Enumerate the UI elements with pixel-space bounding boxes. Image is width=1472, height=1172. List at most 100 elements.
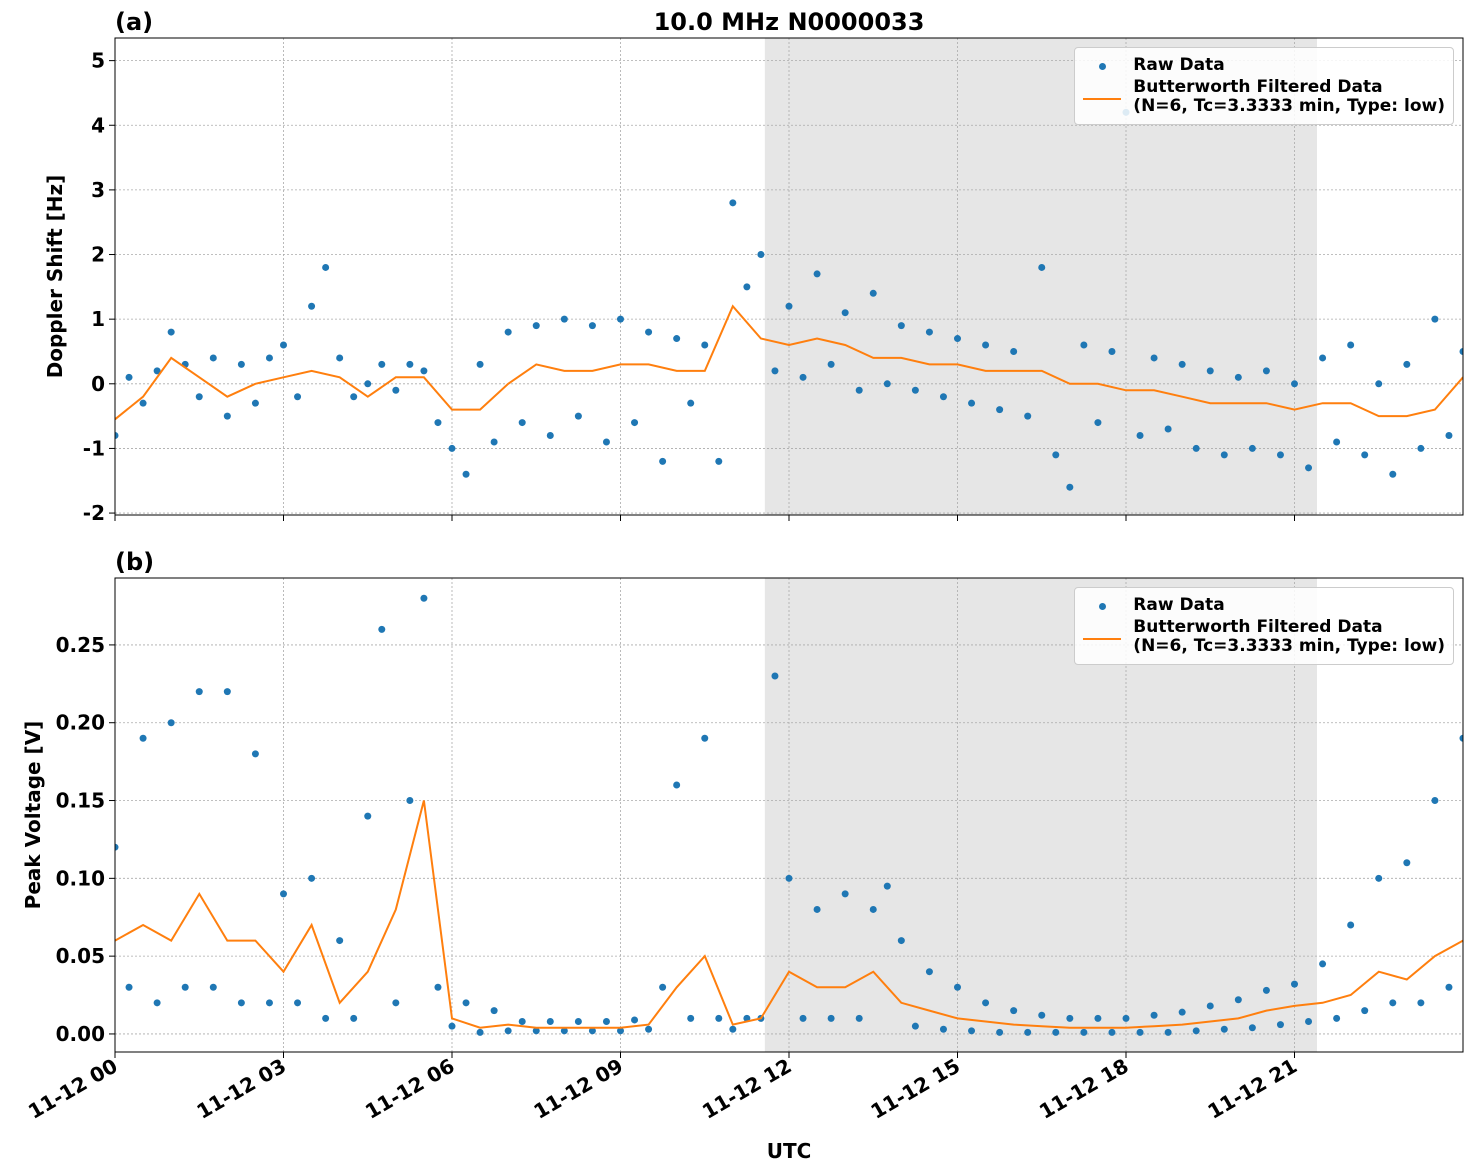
x-tick-label: 11-12 12 — [698, 1054, 796, 1124]
raw-point — [560, 315, 568, 323]
raw-point — [139, 399, 147, 407]
raw-point — [1234, 996, 1242, 1004]
filtered-line — [115, 304, 1463, 421]
raw-point — [982, 999, 990, 1007]
raw-point — [841, 309, 849, 317]
raw-point — [1136, 432, 1144, 439]
raw-point — [617, 1027, 624, 1035]
raw-point — [251, 399, 259, 407]
raw-point — [1347, 921, 1355, 929]
raw-point — [1136, 1028, 1144, 1036]
legend-marker — [1099, 603, 1107, 610]
raw-point — [518, 1017, 526, 1025]
raw-point — [1375, 874, 1383, 882]
raw-point — [1150, 1011, 1158, 1019]
raw-point — [659, 983, 667, 991]
raw-point — [1445, 983, 1453, 991]
raw-point — [1010, 1007, 1018, 1015]
raw-point — [1361, 1007, 1369, 1015]
raw-point — [1164, 1028, 1172, 1036]
raw-point — [729, 1025, 737, 1033]
chart-title: 10.0 MHz N0000033 — [654, 8, 925, 36]
raw-point — [841, 890, 849, 898]
y-tick-label: 3 — [91, 178, 105, 202]
raw-point — [209, 354, 217, 362]
raw-point — [308, 302, 316, 310]
raw-point — [1403, 360, 1411, 368]
raw-point — [322, 1014, 330, 1022]
raw-point — [939, 393, 947, 401]
raw-point — [294, 393, 302, 401]
raw-point — [1108, 347, 1116, 355]
raw-point — [1291, 980, 1298, 988]
raw-point — [673, 781, 681, 789]
raw-point — [574, 1017, 582, 1025]
raw-point — [602, 1017, 610, 1025]
raw-point — [588, 322, 596, 330]
raw-point — [1417, 444, 1425, 452]
raw-point — [883, 882, 891, 890]
raw-point — [280, 341, 287, 349]
raw-point — [518, 419, 526, 427]
raw-point — [1248, 444, 1256, 452]
raw-point — [631, 1016, 639, 1024]
y-tick-label: 4 — [91, 113, 105, 137]
y-tick-label: 0 — [91, 372, 105, 396]
y-tick-label: 0.10 — [56, 866, 105, 890]
axes-frame — [114, 577, 1464, 1053]
raw-point — [1333, 438, 1341, 446]
legend-entry: Raw Data — [1083, 596, 1445, 616]
filtered-line — [115, 800, 1463, 1029]
raw-point — [115, 843, 119, 851]
x-tick-label: 11-12 00 — [24, 1054, 122, 1124]
raw-point — [771, 672, 779, 680]
raw-point — [1038, 263, 1046, 271]
raw-point — [406, 797, 414, 805]
raw-point — [336, 354, 344, 362]
raw-point — [364, 812, 372, 820]
raw-point — [1220, 451, 1228, 459]
raw-point — [265, 999, 273, 1007]
axes-frame — [114, 37, 1464, 516]
raw-point — [785, 302, 793, 310]
raw-point — [645, 1025, 653, 1033]
raw-point — [813, 270, 821, 278]
raw-point — [490, 1007, 498, 1015]
raw-point — [1220, 1025, 1228, 1033]
raw-point — [996, 406, 1004, 414]
raw-point — [265, 354, 273, 362]
raw-point — [1178, 1008, 1186, 1016]
raw-point — [799, 373, 807, 381]
raw-point — [1024, 412, 1032, 420]
legend-label: Raw Data — [1133, 595, 1225, 615]
raw-point — [125, 983, 133, 991]
raw-point — [1333, 1014, 1341, 1022]
raw-point — [1417, 999, 1425, 1007]
raw-point — [996, 1028, 1004, 1036]
raw-point — [1192, 444, 1200, 452]
raw-point — [1178, 360, 1186, 368]
legend: Raw Data Butterworth Filtered Data (N=6, … — [1074, 587, 1454, 665]
legend-key — [1083, 56, 1123, 76]
raw-point — [1066, 483, 1074, 491]
raw-point — [490, 438, 498, 446]
x-tick-label: 11-12 21 — [1203, 1054, 1301, 1124]
raw-point — [1206, 1002, 1214, 1010]
x-tick-label: 11-12 09 — [529, 1054, 627, 1124]
raw-point — [378, 360, 386, 368]
raw-point — [350, 393, 358, 401]
raw-point — [251, 750, 259, 758]
legend-key — [1083, 596, 1123, 616]
raw-point — [743, 283, 751, 291]
raw-point — [911, 386, 919, 394]
raw-point — [925, 328, 933, 336]
raw-point — [1459, 347, 1463, 355]
x-tick-label: 11-12 06 — [361, 1054, 459, 1124]
raw-point — [1361, 451, 1369, 459]
raw-point — [294, 999, 302, 1007]
raw-point — [954, 335, 961, 343]
x-tick-label: 11-12 03 — [192, 1054, 290, 1124]
raw-point — [504, 1027, 512, 1035]
raw-point — [1164, 425, 1172, 433]
